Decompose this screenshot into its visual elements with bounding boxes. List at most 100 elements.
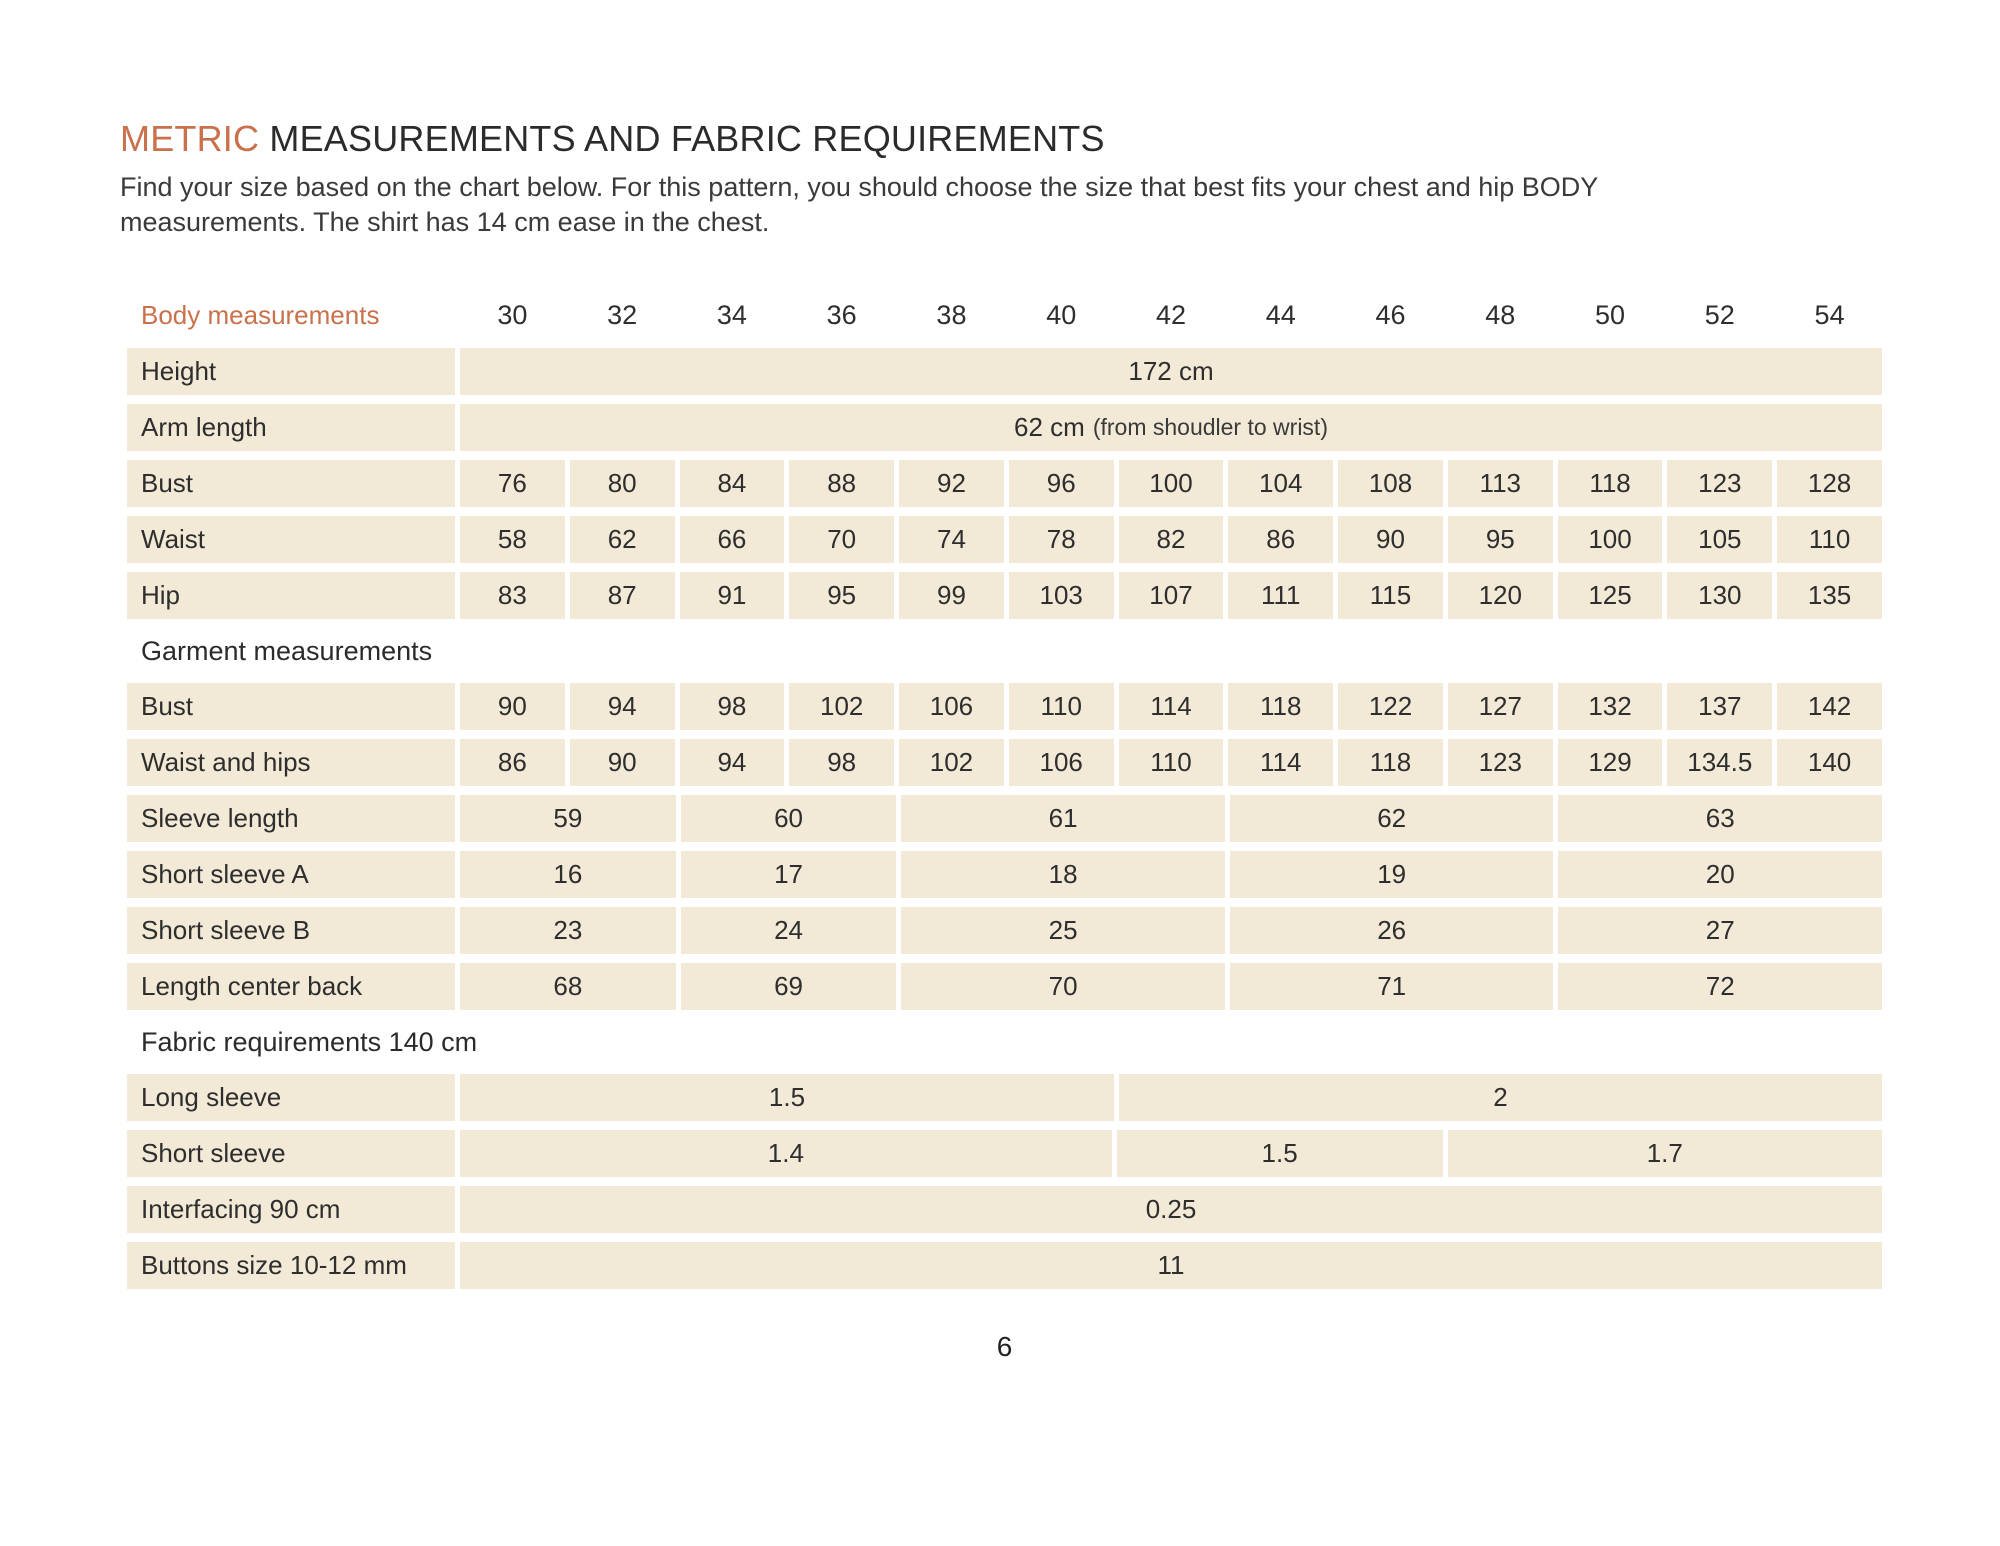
cell-value: 90 [1376, 524, 1405, 554]
cell-value: 108 [1368, 468, 1413, 498]
intro-line-1: Find your size based on the chart below.… [120, 172, 1599, 202]
table-row: Short sleeve B 23 24 25 26 27 [127, 907, 1882, 954]
cell-value: 70 [827, 524, 857, 554]
cell-value: 1.7 [1646, 1138, 1683, 1168]
cell-value: 104 [1259, 468, 1303, 498]
cell-value: 84 [717, 468, 747, 498]
table-row: Short sleeve A 16 17 18 19 20 [127, 851, 1882, 898]
row-label: Length center back [127, 963, 455, 1010]
cell-value: 27 [1705, 915, 1735, 945]
size-column-header: 30 [497, 299, 528, 330]
cell-value: 62 cm [1014, 412, 1085, 442]
table-cell: 91 [679, 572, 785, 619]
table-cell: 114 [1228, 739, 1334, 786]
table-cell: 113 [1447, 460, 1553, 507]
cell-value: 87 [607, 580, 637, 610]
table-cell: 68 [460, 963, 676, 1010]
table-cell: 123 [1667, 460, 1773, 507]
size-column-header: 54 [1814, 299, 1845, 330]
cell-value: 17 [774, 859, 803, 889]
cell-value: 2 [1493, 1082, 1508, 1112]
table-cell: 70 [789, 516, 895, 563]
cell-value: 62 [607, 524, 637, 554]
row-label: Long sleeve [127, 1074, 455, 1121]
size-column-header: 32 [607, 299, 638, 330]
table-cell: 74 [899, 516, 1004, 563]
table-cell: 66 [679, 516, 785, 563]
table-cell: 87 [569, 572, 675, 619]
cell-value: 58 [497, 524, 527, 554]
table-cell: 92 [899, 460, 1004, 507]
row-label: Arm length [127, 404, 455, 451]
cell-value: 80 [607, 468, 637, 498]
table-row: Length center back 68 69 70 71 72 [127, 963, 1882, 1010]
table-cell: 84 [679, 460, 785, 507]
cell-value: 107 [1149, 580, 1193, 610]
cell-value: 118 [1260, 691, 1302, 721]
table-cell: 24 [680, 907, 897, 954]
table-cell: 95 [1447, 516, 1553, 563]
cell-value: 95 [1485, 524, 1515, 554]
table-cell: 123 [1447, 739, 1553, 786]
cell-value: 115 [1369, 580, 1412, 610]
cell-value: 105 [1698, 524, 1742, 554]
cell-value: 122 [1368, 691, 1413, 721]
table-cell: 118 [1338, 739, 1443, 786]
table-cell: 90 [569, 739, 675, 786]
cell-value: 111 [1260, 580, 1301, 610]
row-label: Bust [127, 460, 455, 507]
table-cell: 62 cm (from shoudler to wrist) [460, 404, 1882, 451]
cell-value: 90 [607, 747, 637, 777]
row-cells: 90 94 98 102 106 110 114 118 122 127 132 137 142 [460, 683, 1882, 730]
cell-value: 88 [827, 468, 857, 498]
cell-value: 125 [1588, 580, 1632, 610]
table-cell: 80 [569, 460, 675, 507]
cell-value: 129 [1588, 747, 1632, 777]
table-cell: 1.5 [1116, 1130, 1443, 1177]
cell-value: 102 [819, 691, 864, 721]
table-cell: 58 [460, 516, 565, 563]
table-cell: 132 [1557, 683, 1663, 730]
cell-value: 99 [936, 580, 966, 610]
size-column-header: 50 [1595, 299, 1626, 330]
document-page: METRIC MEASUREMENTS AND FABRIC REQUIREME… [0, 120, 2000, 1363]
intro-paragraph: Find your size based on the chart below.… [120, 170, 1882, 240]
table-cell: 114 [1118, 683, 1224, 730]
row-cells: 59 60 61 62 63 [460, 795, 1882, 842]
cell-value: 1.5 [1261, 1138, 1298, 1168]
row-label: Hip [127, 572, 455, 619]
size-column-header: 40 [1046, 299, 1077, 330]
cell-value: 118 [1369, 747, 1412, 777]
size-column-header: 44 [1265, 299, 1296, 330]
cell-value: 18 [1048, 859, 1078, 889]
table-body: Height 172 cm Arm length 62 cm (from shoudle… [127, 348, 1882, 1289]
cell-value: 1.5 [768, 1082, 806, 1112]
table-cell: 70 [901, 963, 1225, 1010]
table-cell: 83 [460, 572, 565, 619]
cell-value: 23 [553, 915, 583, 945]
cell-value: 106 [1039, 747, 1083, 777]
table-cell: 128 [1777, 460, 1882, 507]
cell-value: 59 [553, 803, 583, 833]
size-column-headers: 30 32 34 36 38 40 42 44 46 48 50 52 54 [460, 292, 1882, 338]
table-cell: 90 [460, 683, 565, 730]
cell-value: 16 [553, 859, 583, 889]
table-cell: 62 [569, 516, 675, 563]
row-cells: 76 80 84 88 92 96 100 104 108 113 118 123 128 [460, 460, 1882, 507]
cell-value: 102 [929, 747, 974, 777]
table-cell: 100 [1118, 460, 1224, 507]
table-cell: 98 [789, 739, 895, 786]
cell-value: 172 cm [1128, 356, 1214, 386]
table-cell: 78 [1008, 516, 1114, 563]
row-cells: 58 62 66 70 74 78 82 86 90 95 100 105 110 [460, 516, 1882, 563]
cell-value: 69 [774, 971, 803, 1001]
table-cell: 72 [1558, 963, 1882, 1010]
row-cells: 62 cm (from shoudler to wrist) [460, 404, 1882, 451]
table-cell: 142 [1777, 683, 1882, 730]
cell-value: 103 [1039, 580, 1083, 610]
row-label: Short sleeve B [127, 907, 455, 954]
table-cell: 107 [1118, 572, 1224, 619]
cell-value: 70 [1048, 971, 1078, 1001]
row-label: Buttons size 10-12 mm [127, 1242, 455, 1289]
cell-value: 135 [1807, 580, 1852, 610]
